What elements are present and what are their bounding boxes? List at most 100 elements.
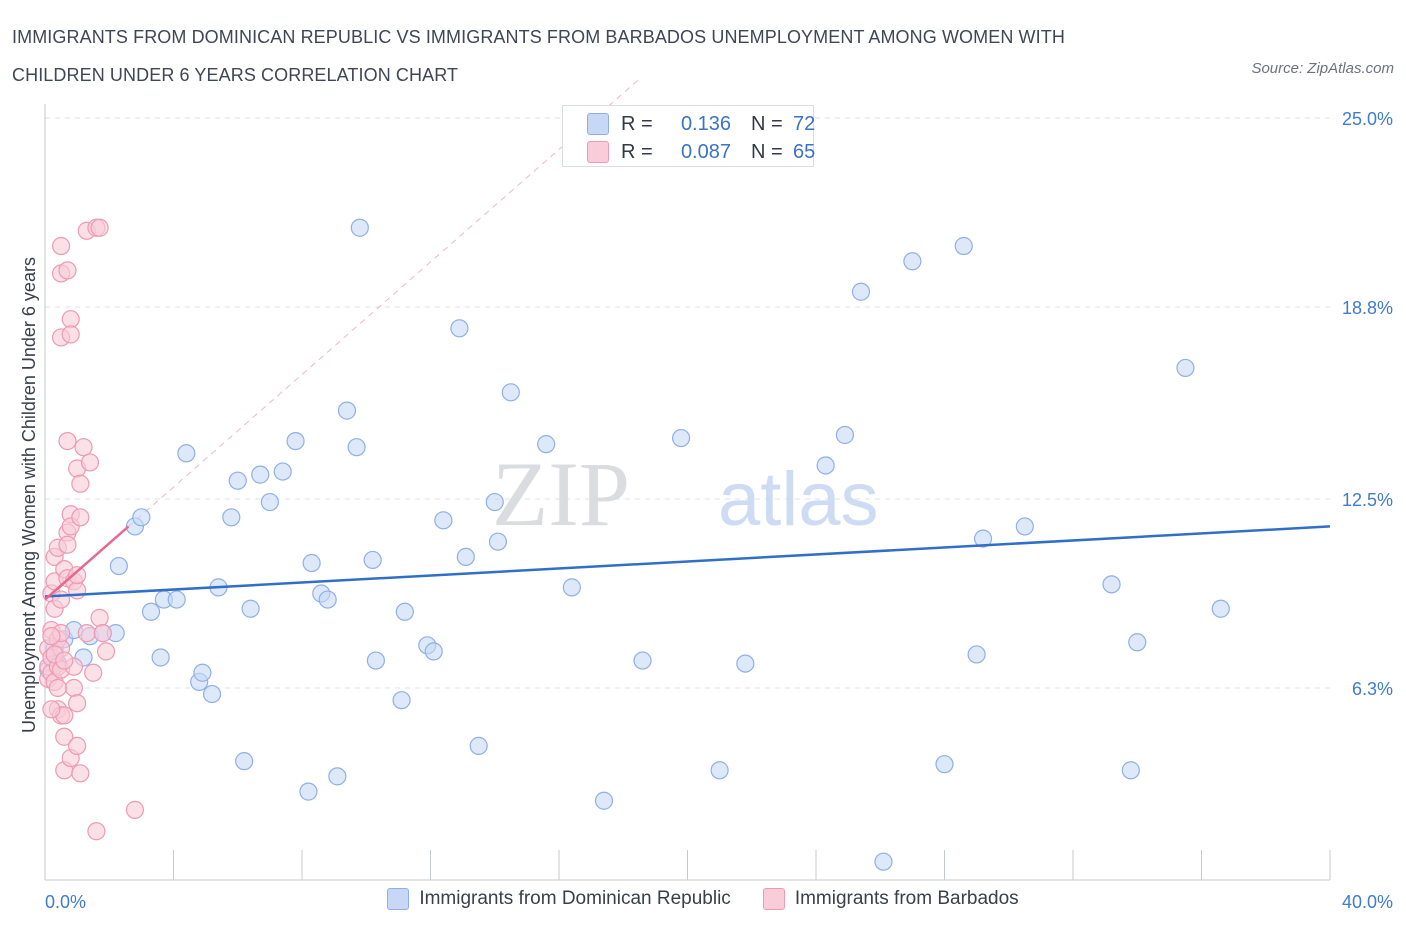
- trend-line-dominican-republic: [44, 525, 1331, 598]
- point-dominican-republic: [671, 428, 691, 448]
- point-dominican-republic: [202, 684, 222, 704]
- trend-lines: [44, 525, 1331, 601]
- point-dominican-republic: [424, 642, 443, 661]
- point-barbados: [71, 508, 90, 527]
- watermark: ZIP atlas: [492, 443, 879, 545]
- point-dominican-republic: [633, 651, 652, 670]
- point-barbados: [42, 627, 61, 646]
- point-dominican-republic: [366, 651, 385, 670]
- legend-swatch-blue: [587, 113, 609, 135]
- tick-labels: 6.3% 12.5% 18.8% 25.0% 0.0% 40.0%: [45, 109, 1393, 912]
- point-barbados: [58, 261, 77, 280]
- point-barbados: [58, 535, 77, 554]
- legend-swatch-blue: [387, 888, 410, 910]
- point-dominican-republic: [434, 511, 453, 530]
- trend-line-barbados: [44, 525, 130, 601]
- point-barbados: [80, 453, 100, 472]
- point-dominican-republic: [594, 791, 614, 810]
- point-barbados: [74, 438, 93, 457]
- point-dominican-republic: [1102, 575, 1121, 594]
- point-dominican-republic: [967, 645, 986, 664]
- point-dominican-republic: [286, 431, 305, 451]
- n-value: 65: [793, 140, 816, 163]
- point-barbados: [58, 431, 77, 451]
- point-dominican-republic: [151, 648, 170, 667]
- reference-line: [128, 78, 640, 527]
- point-dominican-republic: [1211, 599, 1230, 618]
- point-dominican-republic: [450, 319, 469, 338]
- point-barbados: [84, 663, 103, 682]
- source-label: Source: ZipAtlas.com: [1251, 60, 1394, 77]
- watermark-zip: ZIP: [492, 443, 630, 545]
- point-dominican-republic: [456, 547, 475, 567]
- point-barbados: [51, 236, 71, 256]
- point-barbados: [68, 566, 87, 585]
- stats-row-dominican-republic: R = 0.136 N = 72: [587, 110, 815, 138]
- point-dominican-republic: [851, 282, 871, 301]
- point-barbados: [68, 581, 87, 600]
- point-barbados: [51, 590, 71, 609]
- point-dominican-republic: [363, 550, 382, 570]
- point-dominican-republic: [485, 492, 504, 512]
- point-dominican-republic: [260, 492, 279, 512]
- chart-title: IMMIGRANTS FROM DOMINICAN REPUBLIC VS IM…: [12, 27, 1065, 85]
- point-dominican-republic: [816, 456, 835, 475]
- point-dominican-republic: [109, 556, 128, 576]
- r-label: R =: [621, 112, 653, 135]
- n-label: N =: [751, 112, 783, 135]
- point-dominican-republic: [935, 755, 954, 774]
- point-dominican-republic: [562, 578, 581, 597]
- y-tick-label: 25.0%: [1342, 109, 1393, 129]
- axes: [44, 104, 1331, 881]
- point-dominican-republic: [141, 602, 161, 621]
- r-value: 0.087: [680, 140, 731, 163]
- point-dominican-republic: [347, 438, 366, 457]
- point-dominican-republic: [193, 663, 212, 682]
- y-tick-label: 6.3%: [1352, 679, 1393, 699]
- legend-item-barbados: Immigrants from Barbados: [762, 888, 1019, 910]
- legend-item-dominican-republic: Immigrants from Dominican Republic: [387, 888, 731, 910]
- point-barbados: [96, 642, 116, 661]
- r-label: R =: [621, 140, 653, 163]
- point-dominican-republic: [299, 782, 318, 801]
- point-dominican-republic: [177, 444, 196, 463]
- point-dominican-republic: [395, 602, 414, 621]
- point-dominican-republic: [903, 252, 922, 271]
- x-tick-label: 40.0%: [1342, 892, 1393, 912]
- point-dominican-republic: [132, 508, 151, 527]
- series-barbados-points: [39, 218, 145, 841]
- point-barbados: [77, 624, 96, 643]
- barbados-trend-extension: [128, 78, 640, 527]
- point-dominican-republic: [222, 508, 241, 527]
- point-dominican-republic: [501, 383, 520, 402]
- legend-swatch-pink: [762, 888, 785, 910]
- point-dominican-republic: [392, 691, 411, 710]
- y-tick-label: 18.8%: [1342, 298, 1393, 318]
- point-dominican-republic: [235, 752, 254, 771]
- grid-lines: [45, 117, 1330, 689]
- point-barbados: [61, 325, 80, 344]
- point-dominican-republic: [710, 761, 729, 780]
- point-dominican-republic: [241, 599, 260, 618]
- series-legend: Immigrants from Dominican Republic Immig…: [0, 888, 1406, 910]
- y-axis-label: Unemployment Among Women with Children U…: [19, 257, 39, 733]
- legend-label: Immigrants from Barbados: [794, 888, 1019, 909]
- n-label: N =: [751, 140, 783, 163]
- x-tick-label: 0.0%: [45, 892, 86, 912]
- point-barbados: [125, 800, 145, 819]
- point-dominican-republic: [1128, 633, 1147, 652]
- point-barbados: [55, 727, 74, 746]
- point-dominican-republic: [835, 425, 855, 445]
- point-dominican-republic: [350, 218, 369, 237]
- y-tick-label: 12.5%: [1342, 490, 1393, 510]
- point-dominican-republic: [736, 654, 755, 673]
- point-dominican-republic: [469, 736, 488, 755]
- point-dominican-republic: [328, 767, 347, 786]
- point-barbados: [90, 608, 109, 627]
- point-barbados: [68, 694, 87, 713]
- stats-legend: R = 0.136 N = 72 R = 0.087 N = 65: [562, 105, 816, 167]
- point-dominican-republic: [228, 471, 247, 490]
- point-dominican-republic: [273, 462, 292, 481]
- point-barbados: [55, 651, 74, 670]
- legend-swatch-pink: [587, 141, 609, 163]
